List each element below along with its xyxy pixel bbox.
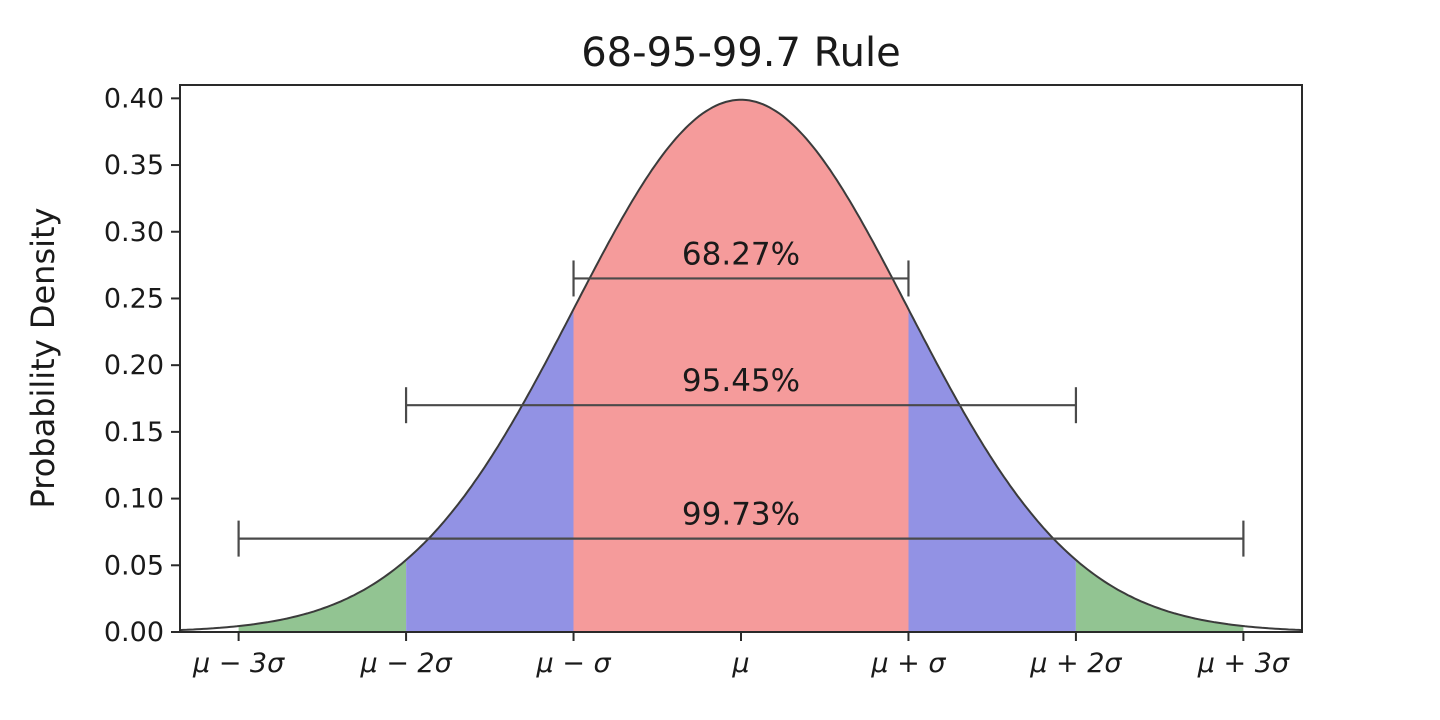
y-tick-label: 0.30 <box>104 217 164 248</box>
y-tick-label: 0.05 <box>104 550 164 581</box>
region-plus2-to-plus3-sigma <box>1075 560 1244 632</box>
y-tick-label: 0.35 <box>104 150 164 181</box>
x-tick-label: μ − σ <box>535 648 611 679</box>
y-tick-label: 0.40 <box>104 83 164 114</box>
annotation-label: 68.27% <box>682 236 800 272</box>
normal-curve <box>179 98 1303 632</box>
y-tick-label: 0.20 <box>104 350 164 381</box>
x-tick-label: μ − 2σ <box>359 648 452 679</box>
y-tick-label: 0.25 <box>104 283 164 314</box>
annotation-label: 99.73% <box>682 497 800 533</box>
x-tick-label: μ − 3σ <box>192 648 285 679</box>
y-tick-label: 0.10 <box>104 484 164 515</box>
plot-area: 68.27% 95.45% 99.73% μ − 3σ μ − 2σ μ − σ μ μ + … <box>104 83 1303 679</box>
x-tick-label: μ <box>731 648 749 679</box>
y-tick-label: 0.00 <box>104 617 164 648</box>
y-tick-label: 0.15 <box>104 417 164 448</box>
annotation-label: 95.45% <box>682 363 800 399</box>
region-minus1-to-plus1-sigma <box>573 99 909 633</box>
y-axis-label: Probability Density <box>24 208 62 509</box>
x-tick-label: μ + 2σ <box>1029 648 1122 679</box>
region-minus3-to-minus2-sigma <box>238 560 407 632</box>
chart-title: 68-95-99.7 Rule <box>581 30 901 76</box>
x-tick-label: μ + 3σ <box>1197 648 1290 679</box>
x-tick-label: μ + σ <box>870 648 946 679</box>
